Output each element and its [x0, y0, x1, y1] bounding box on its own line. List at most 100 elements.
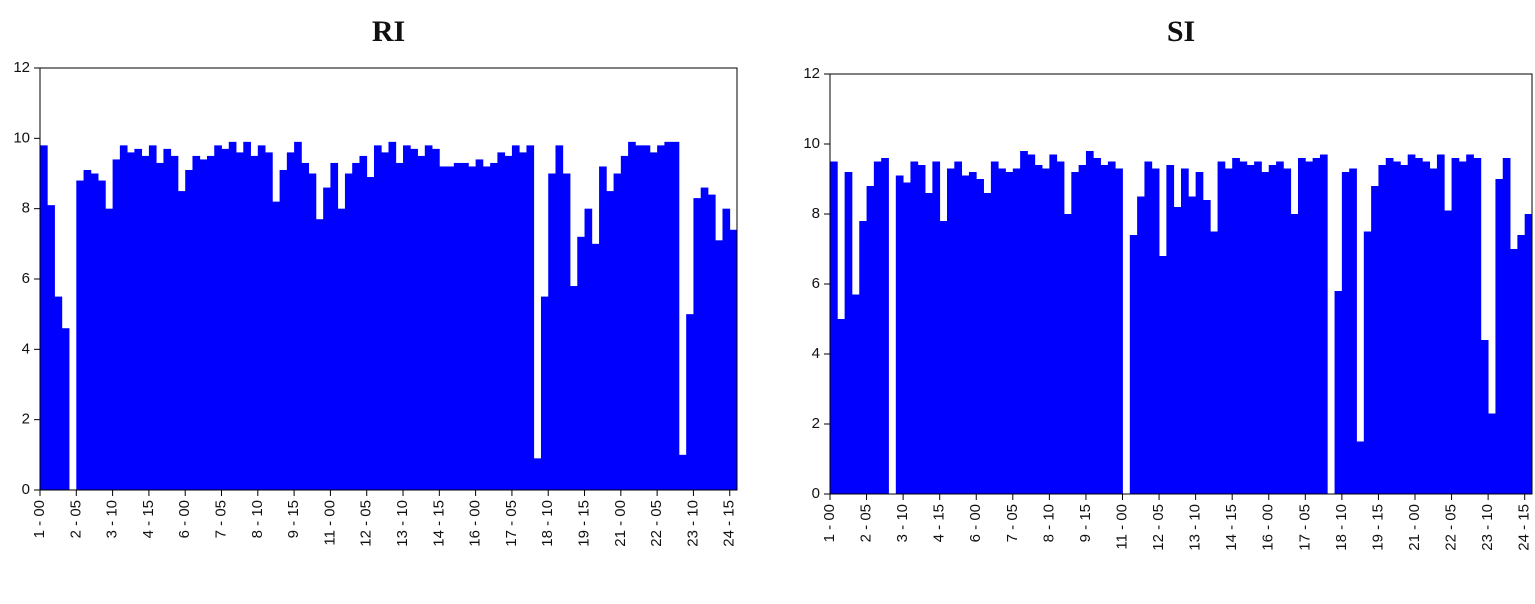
bar [642, 145, 651, 490]
y-tick-label: 4 [22, 340, 30, 357]
bar [192, 155, 201, 490]
bar [381, 152, 389, 490]
bar [664, 141, 673, 490]
bar [1341, 172, 1350, 494]
bar [141, 155, 150, 490]
bar [678, 454, 687, 490]
bar [1363, 231, 1372, 494]
x-tick-label: 18 - 10 [539, 500, 556, 547]
bar [722, 208, 731, 490]
bar [707, 194, 716, 490]
bar [1283, 168, 1292, 494]
bar [620, 155, 629, 490]
bar [526, 145, 535, 490]
bar [330, 162, 339, 490]
y-tick-label: 8 [812, 205, 820, 222]
bar [286, 152, 295, 490]
bar [570, 286, 578, 490]
x-tick-label: 17 - 05 [1296, 504, 1313, 551]
bar [47, 205, 55, 490]
bar [127, 152, 135, 490]
bar [686, 314, 694, 490]
bar [446, 166, 455, 490]
bar [837, 319, 846, 494]
bar [1385, 158, 1394, 494]
bar [206, 155, 215, 490]
bar [1115, 168, 1123, 494]
bar [1012, 168, 1021, 494]
bar [1473, 158, 1482, 494]
bar [1027, 154, 1036, 494]
bar [461, 162, 469, 490]
chart-title: SI [1167, 15, 1195, 48]
bar [1071, 172, 1080, 494]
bar [1034, 165, 1043, 494]
x-tick-label: 7 - 05 [212, 500, 229, 538]
bar [1290, 214, 1299, 494]
x-tick-label: 18 - 10 [1333, 504, 1350, 551]
bar [1276, 161, 1284, 494]
bar [1042, 168, 1050, 494]
x-tick-label: 23 - 10 [684, 500, 701, 547]
bar [961, 175, 970, 494]
x-tick-label: 23 - 10 [1479, 504, 1496, 551]
bar [1173, 207, 1182, 494]
bar [388, 141, 397, 490]
bar [468, 166, 477, 490]
bar [873, 161, 882, 494]
bar [1107, 161, 1116, 494]
bar [1495, 179, 1504, 494]
x-tick-label: 19 - 15 [1369, 504, 1386, 551]
bar [315, 219, 324, 490]
y-tick-label: 0 [812, 485, 820, 502]
chart-panel: 1 - 00 2 - 05 3 - 10 4 - 15 6 - 00 7 - 05 8 - … [803, 15, 1532, 551]
bar [61, 328, 70, 490]
bar [851, 294, 860, 494]
bar [243, 141, 251, 490]
bar [519, 152, 527, 490]
bar [221, 148, 230, 490]
bar [134, 148, 143, 490]
x-tick-label: 3 - 10 [894, 504, 911, 542]
y-tick-label: 6 [22, 270, 30, 287]
bar [228, 141, 237, 490]
bar [105, 208, 114, 490]
x-tick-label: 17 - 05 [503, 500, 520, 547]
bar [925, 193, 933, 494]
bar [1298, 158, 1306, 494]
bar [1466, 154, 1474, 494]
bar [453, 162, 462, 490]
x-tick-label: 1 - 00 [821, 504, 838, 542]
x-tick-label: 2 - 05 [858, 504, 875, 542]
bar [1436, 154, 1445, 494]
x-tick-label: 16 - 00 [1260, 504, 1277, 551]
bar [1371, 186, 1379, 494]
x-tick-label: 7 - 05 [1004, 504, 1021, 542]
bar [1415, 158, 1423, 494]
x-tick-label: 21 - 00 [1406, 504, 1423, 551]
x-tick-label: 6 - 00 [176, 500, 193, 538]
bar [250, 155, 259, 490]
bar [475, 159, 484, 490]
bar [83, 169, 92, 490]
bar [548, 173, 556, 490]
bar [562, 173, 571, 490]
bar [591, 243, 600, 490]
bar [1181, 168, 1189, 494]
bar [1502, 158, 1511, 494]
bar [844, 172, 853, 494]
bar [577, 236, 585, 490]
plot-frame [829, 73, 1533, 495]
bar [859, 221, 867, 494]
bar [337, 208, 346, 490]
bar [323, 187, 331, 491]
bar [417, 155, 426, 490]
bar [1144, 161, 1153, 494]
y-tick-label: 10 [13, 129, 30, 146]
bar [119, 145, 128, 490]
bar [1451, 158, 1460, 494]
bar [185, 169, 193, 490]
bar [482, 166, 491, 490]
bar [1422, 161, 1431, 494]
bar [1166, 165, 1175, 494]
